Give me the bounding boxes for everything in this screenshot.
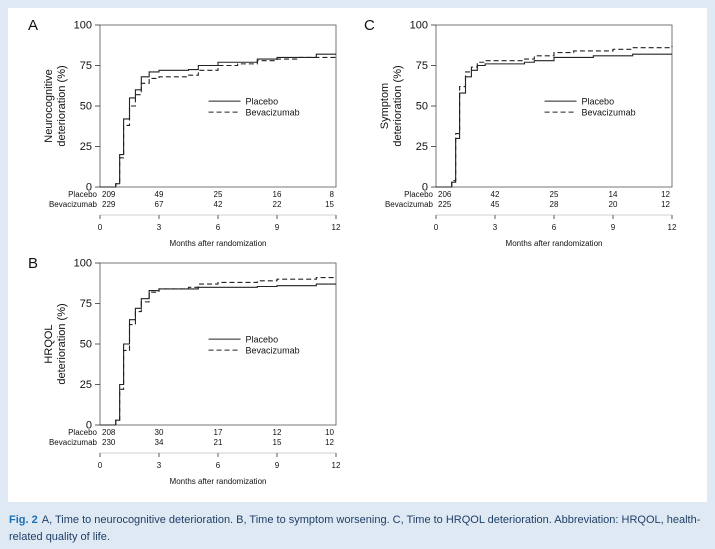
y-tick-label: 0 [86, 420, 92, 432]
at-risk-value: 230 [102, 438, 116, 447]
at-risk-value: 209 [102, 190, 116, 199]
y-tick-label: 0 [422, 182, 428, 194]
panel-b: B 0 25 50 75 100 HRQOLdeterioration (%) 0 3 6 9 12 M… [28, 255, 341, 486]
x-axis-label: Months after randomization [506, 239, 603, 248]
panel-letter: B [28, 255, 38, 272]
legend-label: Placebo [582, 97, 615, 107]
x-tick-label: 9 [275, 461, 280, 470]
at-risk-value: 8 [330, 190, 335, 199]
series-line-bevacizumab [436, 46, 673, 188]
y-tick-label: 75 [80, 60, 92, 72]
x-tick-label: 6 [216, 223, 221, 232]
at-risk-value: 34 [155, 438, 164, 447]
y-axis-label: HRQOLdeterioration (%) [43, 303, 68, 384]
y-tick-label: 100 [74, 20, 92, 32]
at-risk-value: 30 [155, 428, 164, 437]
y-tick-label: 25 [80, 379, 92, 391]
y-tick-label: 75 [416, 60, 428, 72]
panel-letter: C [364, 17, 375, 34]
legend-label: Placebo [246, 335, 279, 345]
panel-a: A 0 25 50 75 100 Neurocognitivedeterioration (… [28, 17, 341, 248]
x-tick-label: 12 [332, 223, 341, 232]
at-risk-value: 45 [491, 200, 500, 209]
series-line-bevacizumab [100, 277, 336, 426]
x-tick-label: 12 [332, 461, 341, 470]
y-axis-label: Neurocognitivedeterioration (%) [43, 65, 68, 146]
at-risk-row-label: Placebo [68, 190, 97, 199]
legend-label: Placebo [246, 97, 279, 107]
at-risk-value: 17 [214, 428, 223, 437]
y-tick-label: 50 [80, 101, 92, 113]
at-risk-value: 15 [325, 200, 334, 209]
at-risk-value: 208 [102, 428, 116, 437]
at-risk-value: 49 [155, 190, 164, 199]
at-risk-value: 28 [550, 200, 559, 209]
caption-text: A, Time to neurocognitive deterioration.… [9, 514, 701, 543]
x-tick-label: 9 [275, 223, 280, 232]
at-risk-row-label: Placebo [68, 428, 97, 437]
x-tick-label: 9 [611, 223, 616, 232]
at-risk-value: 15 [273, 438, 282, 447]
legend-label: Bevacizumab [246, 108, 300, 118]
at-risk-value: 12 [273, 428, 282, 437]
y-tick-label: 50 [416, 101, 428, 113]
at-risk-value: 42 [491, 190, 500, 199]
at-risk-row-label: Bevacizumab [49, 438, 98, 447]
x-tick-label: 6 [552, 223, 557, 232]
y-tick-label: 100 [74, 258, 92, 270]
at-risk-value: 12 [661, 190, 670, 199]
x-tick-label: 3 [157, 461, 162, 470]
at-risk-row-label: Bevacizumab [385, 200, 434, 209]
at-risk-value: 25 [550, 190, 559, 199]
at-risk-value: 20 [609, 200, 618, 209]
y-tick-label: 0 [86, 182, 92, 194]
at-risk-value: 12 [325, 438, 334, 447]
x-axis-label: Months after randomization [170, 239, 267, 248]
y-tick-label: 75 [80, 298, 92, 310]
at-risk-value: 206 [438, 190, 452, 199]
at-risk-value: 22 [273, 200, 282, 209]
y-tick-label: 25 [80, 141, 92, 153]
figure-panel: A 0 25 50 75 100 Neurocognitivedeterioration (… [8, 8, 707, 502]
series-line-placebo [100, 283, 336, 426]
panel-letter: A [28, 17, 38, 34]
panel-c: C 0 25 50 75 100 Symptomdeterioration (%) 0 3 6 9 1… [364, 17, 677, 248]
caption-label: Fig. 2 [9, 514, 38, 526]
x-tick-label: 0 [98, 461, 103, 470]
plot-frame [435, 24, 673, 188]
x-tick-label: 0 [98, 223, 103, 232]
at-risk-value: 229 [102, 200, 116, 209]
y-tick-label: 100 [410, 20, 428, 32]
x-tick-label: 6 [216, 461, 221, 470]
x-tick-label: 3 [157, 223, 162, 232]
series-line-bevacizumab [100, 55, 337, 188]
at-risk-value: 21 [214, 438, 223, 447]
at-risk-row-label: Placebo [404, 190, 433, 199]
y-axis-label: Symptomdeterioration (%) [379, 65, 404, 146]
x-tick-label: 12 [668, 223, 677, 232]
y-tick-label: 25 [416, 141, 428, 153]
at-risk-value: 14 [609, 190, 618, 199]
at-risk-value: 42 [214, 200, 223, 209]
series-line-placebo [100, 53, 336, 188]
legend-label: Bevacizumab [582, 108, 636, 118]
legend-label: Bevacizumab [246, 346, 300, 356]
at-risk-row-label: Bevacizumab [49, 200, 98, 209]
x-tick-label: 0 [434, 223, 439, 232]
at-risk-value: 225 [438, 200, 452, 209]
y-tick-label: 50 [80, 339, 92, 351]
at-risk-value: 16 [273, 190, 282, 199]
at-risk-value: 12 [661, 200, 670, 209]
x-tick-label: 3 [493, 223, 498, 232]
at-risk-value: 25 [214, 190, 223, 199]
figure-caption: Fig. 2 A, Time to neurocognitive deterior… [9, 512, 707, 546]
x-axis-label: Months after randomization [170, 477, 267, 486]
series-line-placebo [436, 53, 672, 188]
at-risk-value: 10 [325, 428, 334, 437]
at-risk-value: 67 [155, 200, 164, 209]
